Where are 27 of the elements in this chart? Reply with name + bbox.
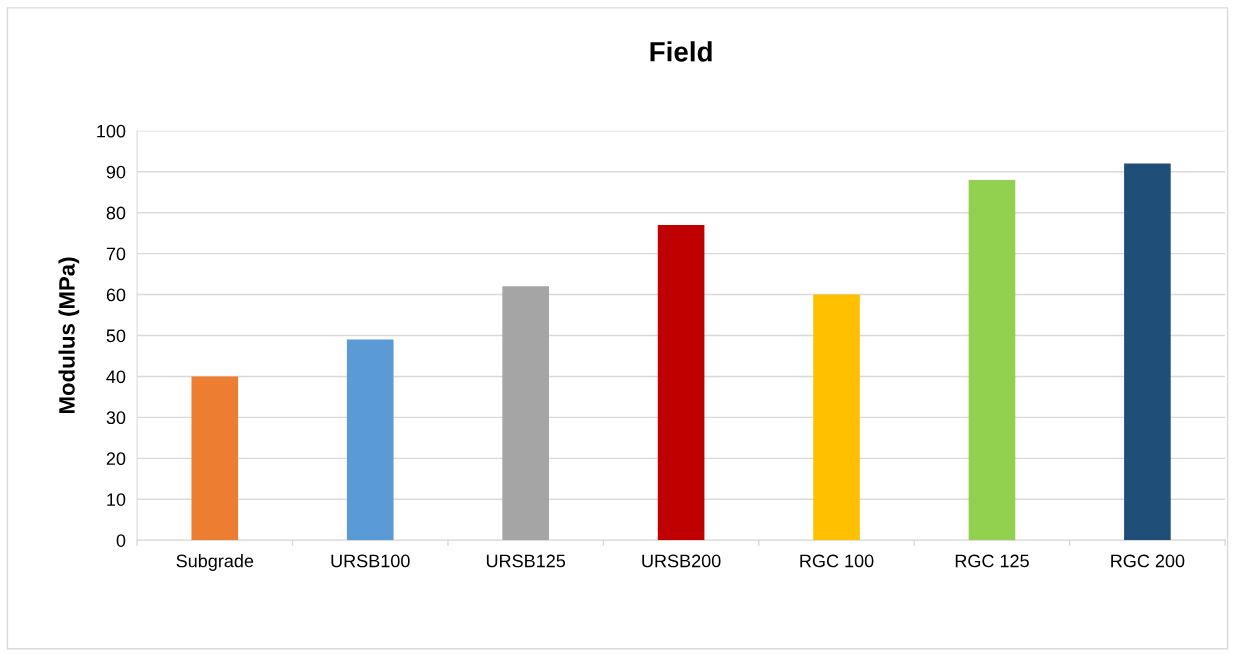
y-tick-label: 100 — [97, 124, 126, 138]
y-tick-label: 30 — [106, 411, 126, 425]
y-tick-label: 70 — [106, 247, 126, 261]
y-tick-label: 10 — [107, 493, 126, 506]
x-tick-label: URSB200 — [642, 554, 721, 568]
y-tick-label: 20 — [106, 452, 126, 466]
bar — [502, 286, 549, 541]
bar — [968, 179, 1016, 541]
bar — [657, 224, 705, 541]
y-tick-label: 50 — [106, 329, 126, 343]
y-tick-label: 90 — [106, 165, 126, 179]
x-tick-label: Subgrade — [176, 554, 254, 571]
x-tick-label: RGC 200 — [1111, 554, 1185, 568]
chart-title: Field — [650, 41, 712, 62]
x-tick-label: URSB100 — [331, 554, 410, 568]
bar — [813, 294, 860, 541]
bar — [191, 376, 239, 541]
y-axis-title: Modulus (MPa) — [58, 257, 80, 414]
y-tick-label: 80 — [106, 206, 126, 220]
y-tick-label: 40 — [106, 370, 126, 384]
y-tick-label: 0 — [116, 534, 126, 547]
y-tick-label: 60 — [106, 288, 126, 302]
x-tick-label: URSB125 — [486, 554, 566, 568]
x-tick-label: RGC 125 — [955, 554, 1029, 568]
bar — [346, 339, 394, 541]
bar — [1124, 163, 1171, 541]
x-tick-label: RGC 100 — [800, 554, 874, 568]
